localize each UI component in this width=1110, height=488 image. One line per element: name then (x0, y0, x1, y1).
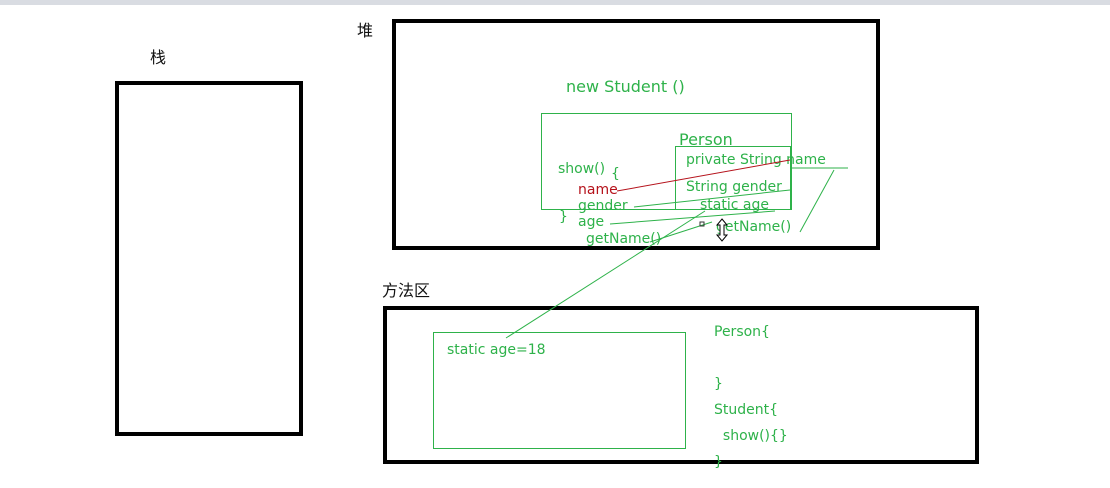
show-close-brace: } (559, 209, 568, 225)
show-name-var: name (578, 182, 618, 198)
person-title: Person (679, 130, 733, 149)
window-top-bar (0, 0, 1110, 5)
show-get-name-call: getName() (586, 231, 662, 247)
arrow-field-to-getname (799, 169, 835, 233)
small-handle (699, 221, 705, 227)
show-age-var: age (578, 214, 605, 230)
person-get-name: getName() (716, 219, 792, 235)
arrow-name-to-field (616, 159, 791, 192)
code-line-6: } (714, 454, 723, 470)
method-area-box (383, 306, 979, 464)
heap-box (392, 19, 880, 250)
show-open-brace: { (611, 166, 620, 182)
static-area-box (433, 332, 686, 449)
code-line-1: Person{ (714, 324, 770, 340)
show-method-header: show() (558, 161, 606, 177)
arrow-age-to-static (609, 210, 776, 225)
code-line-4: Student{ (714, 402, 779, 418)
person-object-box (675, 146, 791, 210)
method-area-label: 方法区 (382, 281, 431, 300)
show-gender-var: gender (578, 198, 628, 214)
person-field-static-age: static age (700, 197, 769, 213)
stack-box (115, 81, 303, 436)
stack-label: 栈 (150, 48, 167, 67)
static-age-value: static age=18 (447, 342, 546, 358)
code-line-3: } (714, 376, 723, 392)
resize-vertical-cursor-icon (715, 218, 729, 242)
arrow-gender-to-field (633, 189, 791, 208)
arrow-static-to-method-area (505, 210, 706, 339)
code-line-5: show(){} (714, 428, 788, 444)
person-field-name: private String name (686, 152, 826, 168)
new-student-text: new Student () (566, 77, 685, 96)
heap-label: 堆 (357, 21, 374, 40)
student-object-box (541, 113, 792, 210)
person-field-gender: String gender (686, 179, 782, 195)
arrow-getname-to-method (649, 221, 713, 243)
